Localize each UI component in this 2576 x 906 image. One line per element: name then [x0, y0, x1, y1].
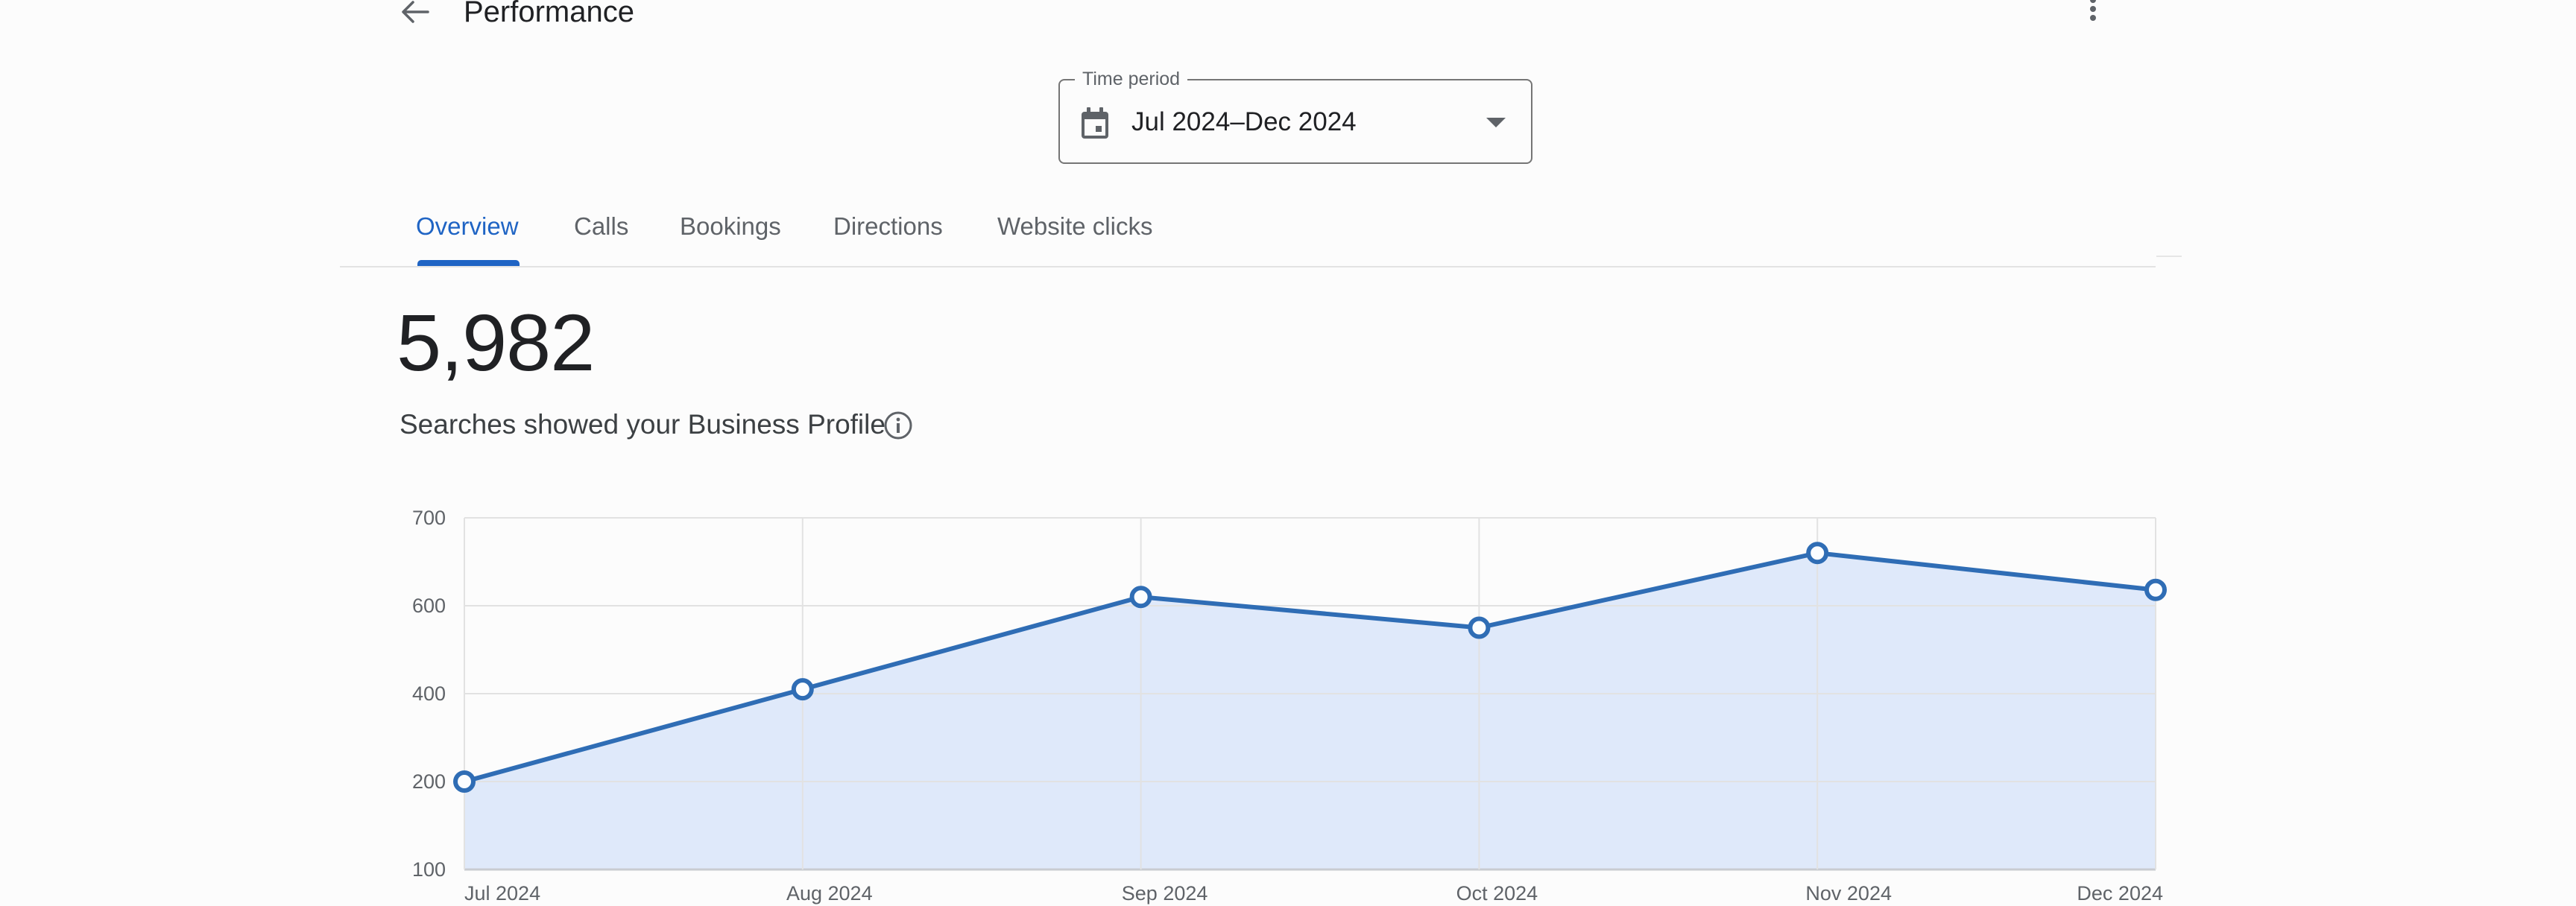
x-tick-label: Jul 2024 — [464, 882, 540, 905]
area-fill — [464, 553, 2156, 869]
y-tick-label: 600 — [412, 595, 446, 617]
tab-bookings[interactable]: Bookings — [680, 212, 781, 240]
data-point-marker[interactable] — [1468, 616, 1491, 639]
x-tick-label: Sep 2024 — [1122, 882, 1208, 905]
divider-fragment — [2156, 256, 2182, 257]
time-period-dropdown[interactable] — [1058, 79, 1532, 164]
more-options-button[interactable] — [2077, 0, 2109, 28]
tab-calls[interactable]: Calls — [574, 212, 629, 240]
data-point-marker[interactable] — [1806, 542, 1829, 565]
x-tick-label: Aug 2024 — [786, 882, 873, 905]
arrow-back-icon — [402, 1, 429, 23]
data-point-marker[interactable] — [1129, 586, 1152, 609]
series-line — [464, 551, 2156, 784]
y-tick-label: 100 — [412, 858, 446, 881]
data-point-marker[interactable] — [453, 770, 476, 793]
metric-label: Searches showed your Business Profile — [400, 409, 886, 440]
active-tab-indicator — [417, 260, 520, 266]
time-period-value: Jul 2024–Dec 2024 — [1131, 107, 1357, 136]
x-tick-label: Dec 2024 — [2077, 882, 2163, 905]
tab-directions[interactable]: Directions — [833, 212, 943, 240]
tab-website-clicks[interactable]: Website clicks — [997, 212, 1153, 240]
data-point-marker[interactable] — [2144, 578, 2167, 601]
tabs-divider — [340, 266, 2156, 267]
time-period-label: Time period — [1075, 67, 1188, 91]
y-tick-label: 700 — [412, 507, 446, 529]
dropdown-caret-icon — [1486, 118, 1506, 127]
x-tick-label: Oct 2024 — [1456, 882, 1538, 905]
metric-value: 5,982 — [397, 297, 595, 387]
back-button[interactable] — [395, 0, 434, 28]
calendar-icon — [1082, 107, 1108, 139]
page-title: Performance — [464, 0, 634, 28]
data-point-marker[interactable] — [791, 678, 814, 701]
tab-overview[interactable]: Overview — [416, 212, 519, 240]
y-tick-label: 400 — [412, 682, 446, 705]
x-tick-label: Nov 2024 — [1805, 882, 1892, 905]
more-vert-icon — [2090, 0, 2096, 21]
y-tick-label: 200 — [412, 770, 446, 793]
info-icon[interactable] — [883, 410, 914, 441]
